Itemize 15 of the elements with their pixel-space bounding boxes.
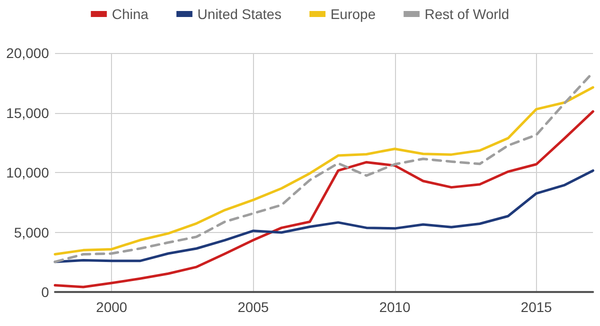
legend-label: United States [197, 6, 282, 22]
legend-label: Europe [330, 6, 376, 22]
line-series [54, 169, 594, 264]
y-tick-label: 10,000 [6, 164, 50, 180]
x-tick-label: 2000 [96, 299, 128, 315]
x-tick-label: 2010 [379, 299, 411, 315]
y-tick-label: 15,000 [6, 104, 50, 121]
legend-label: China [112, 6, 149, 22]
x-tick-label: 2005 [238, 299, 269, 315]
y-tick-label: 20,000 [6, 45, 50, 61]
x-tick-label: 2015 [520, 299, 552, 315]
legend-label: Rest of World [424, 6, 510, 22]
y-tick-label: 0 [41, 284, 50, 300]
y-tick-label: 5,000 [14, 224, 50, 240]
line-series [54, 110, 594, 288]
